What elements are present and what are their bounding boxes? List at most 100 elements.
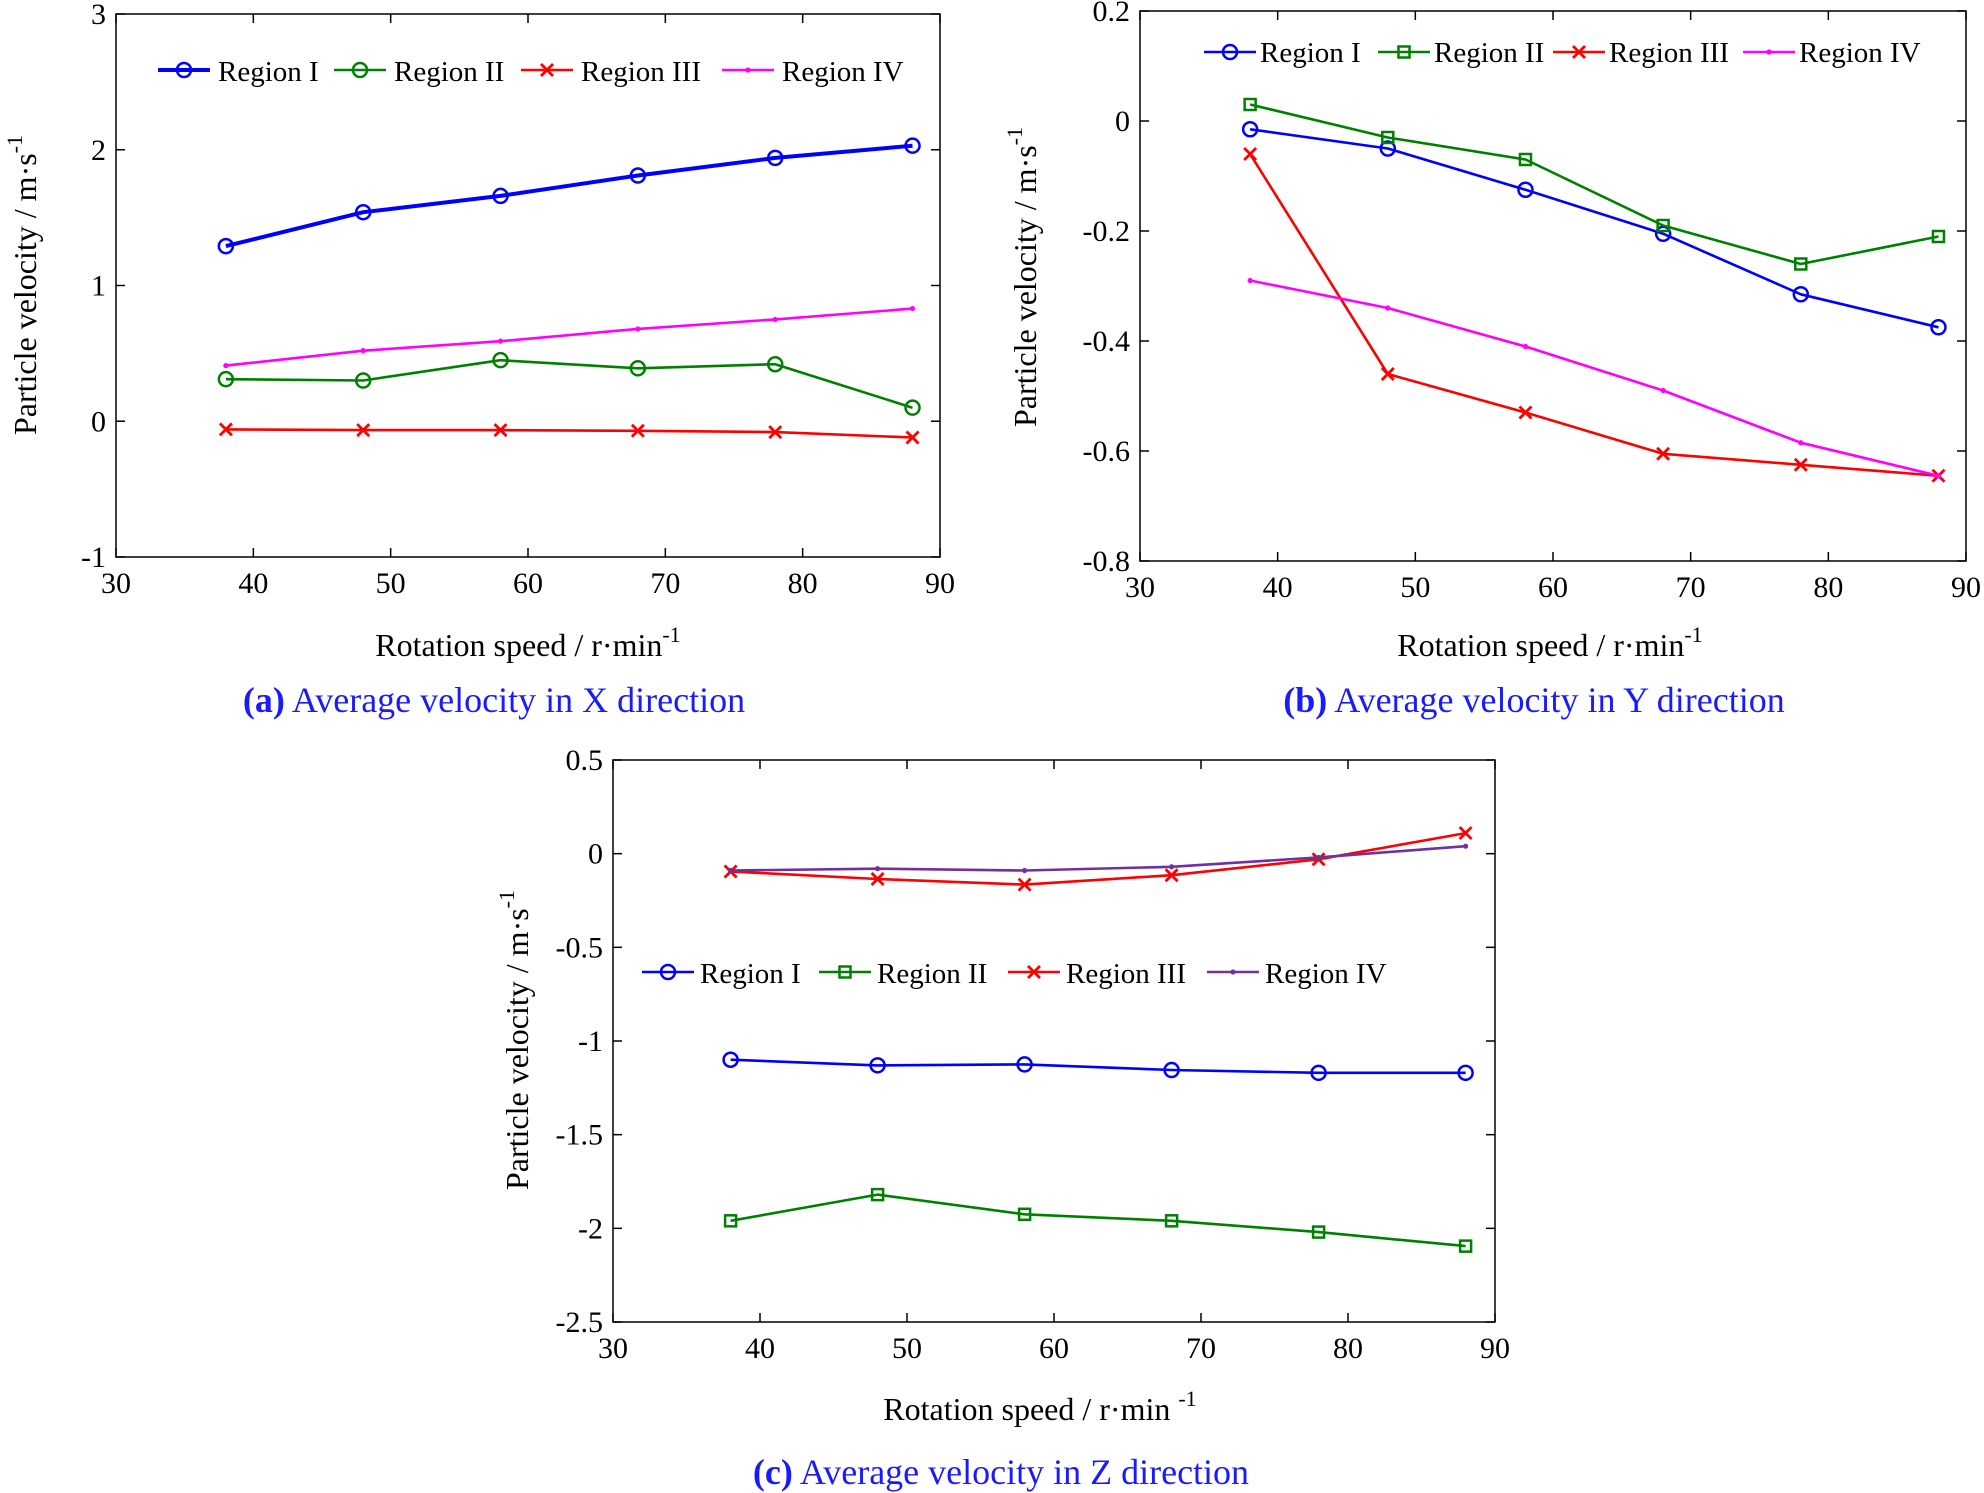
panel-a-x-axis-title: Rotation speed / r·min-1 — [375, 622, 680, 663]
data-point — [766, 355, 784, 373]
data-point — [1793, 457, 1808, 472]
data-point — [629, 360, 647, 377]
data-point — [1518, 152, 1533, 167]
data-point — [1458, 1239, 1473, 1253]
y-tick-label: -0.5 — [556, 931, 604, 964]
data-point — [630, 423, 645, 438]
series-region-iv — [1247, 277, 1942, 479]
data-point — [218, 422, 233, 437]
series-line — [225, 307, 913, 367]
data-point — [1518, 405, 1533, 420]
panel-c-legend-item-3: Region III — [1008, 958, 1186, 990]
panel-c-ticks: 30 40 50 60 70 80 90 -2.5 -2 -1.5 -1 -0.5 0 0.5 — [556, 744, 1511, 1365]
panel-c-caption: (c) Average velocity in Z direction — [753, 1452, 1249, 1492]
legend-label: Region I — [1260, 37, 1361, 69]
series-region-iii — [218, 422, 920, 445]
panel-a-ticks: 30 40 50 60 70 80 90 -1 0 1 2 3 — [81, 0, 955, 600]
data-point — [728, 867, 734, 874]
legend-marker — [659, 963, 677, 981]
x-tick-label: 60 — [1538, 571, 1568, 604]
series-region-ii — [723, 1187, 1473, 1253]
x-tick-label: 40 — [745, 1332, 775, 1365]
y-tick-label: -0.6 — [1083, 435, 1131, 468]
legend-label: Region III — [581, 56, 701, 88]
y-tick-label: -2 — [578, 1212, 603, 1245]
y-tick-label: -0.2 — [1083, 215, 1131, 248]
data-point — [1169, 864, 1175, 870]
panel-a-legend-box — [152, 50, 928, 94]
legend-marker — [1221, 43, 1239, 61]
data-point — [1163, 1061, 1180, 1079]
panel-c-legend-item-4: Region IV — [1207, 958, 1387, 990]
x-tick-label: 70 — [1186, 1332, 1216, 1365]
legend-marker — [351, 61, 369, 79]
x-tick-label: 90 — [1480, 1332, 1510, 1365]
legend-marker — [1230, 969, 1236, 975]
data-point — [905, 430, 920, 445]
data-point — [217, 370, 235, 388]
panel-a-plot-frame — [115, 13, 941, 558]
data-point — [1164, 868, 1179, 883]
data-point — [223, 362, 229, 369]
data-point — [1381, 130, 1395, 145]
series-region-ii — [217, 351, 921, 416]
panel-a-caption: (a) Average velocity in X direction — [243, 680, 745, 720]
x-tick-label: 50 — [376, 567, 406, 600]
data-point — [904, 399, 921, 416]
series-line — [730, 831, 1466, 886]
data-point — [1660, 387, 1666, 394]
panel-a-legend-item-4: Region IV — [722, 56, 904, 88]
series-line — [1249, 128, 1939, 329]
series-line — [1249, 103, 1939, 266]
data-point — [1458, 826, 1473, 841]
data-point — [875, 866, 881, 872]
panel-b-legend-item-2: Region II — [1378, 37, 1544, 69]
data-point — [772, 316, 778, 323]
series-region-i — [217, 137, 921, 255]
data-point — [1016, 1056, 1033, 1073]
data-point — [1457, 1064, 1474, 1082]
x-tick-label: 50 — [1400, 571, 1430, 604]
y-tick-label: -1 — [81, 541, 106, 574]
data-point — [1517, 181, 1534, 198]
data-point — [1241, 121, 1259, 138]
data-point — [1022, 867, 1028, 874]
legend-label: Region IV — [1799, 37, 1921, 69]
data-point — [909, 305, 916, 312]
y-tick-label: 0.2 — [1093, 0, 1131, 28]
x-tick-label: 40 — [1263, 571, 1293, 604]
legend-label: Region IV — [782, 56, 904, 88]
panel-c: 30 40 50 60 70 80 90 -2.5 -2 -1.5 -1 -0.5 0 0.5 Regio… — [494, 744, 1510, 1492]
panel-a: 30 40 50 60 70 80 90 -1 0 1 2 3 Region I Region II … — [2, 0, 955, 720]
data-point — [356, 423, 371, 438]
series-line — [1248, 153, 1939, 478]
data-point — [1243, 97, 1257, 112]
panel-a-legend-item-3: Region III — [521, 56, 701, 88]
panel-b-y-axis-title: Particle velocity / m·s-1 — [1002, 127, 1043, 427]
legend-label: Region II — [1434, 37, 1544, 69]
data-point — [354, 372, 372, 389]
legend-label: Region IV — [1265, 958, 1387, 990]
data-point — [870, 871, 885, 886]
data-point — [1379, 140, 1397, 157]
y-tick-label: 0 — [1115, 105, 1130, 138]
panel-b-caption: (b) Average velocity in Y direction — [1283, 680, 1785, 720]
x-tick-label: 40 — [238, 567, 268, 600]
data-point — [1792, 286, 1810, 303]
panel-a-series — [217, 137, 921, 445]
series-line — [730, 1193, 1466, 1248]
data-point — [1931, 229, 1946, 244]
panel-c-series — [722, 826, 1474, 1253]
panel-a-legend-item-2: Region II — [334, 56, 504, 88]
panel-b-plot-frame — [1139, 10, 1967, 562]
panel-c-legend: Region I Region II Region III Region IV — [636, 951, 1412, 995]
legend-marker — [1397, 45, 1411, 59]
y-tick-label: -0.8 — [1083, 545, 1131, 578]
x-tick-label: 60 — [1039, 1332, 1069, 1365]
data-point — [629, 167, 647, 184]
data-point — [1017, 1207, 1032, 1222]
data-point — [1385, 305, 1391, 311]
panel-b-legend-item-4: Region IV — [1743, 37, 1921, 69]
x-tick-label: 80 — [1333, 1332, 1363, 1365]
series-line — [225, 428, 913, 439]
